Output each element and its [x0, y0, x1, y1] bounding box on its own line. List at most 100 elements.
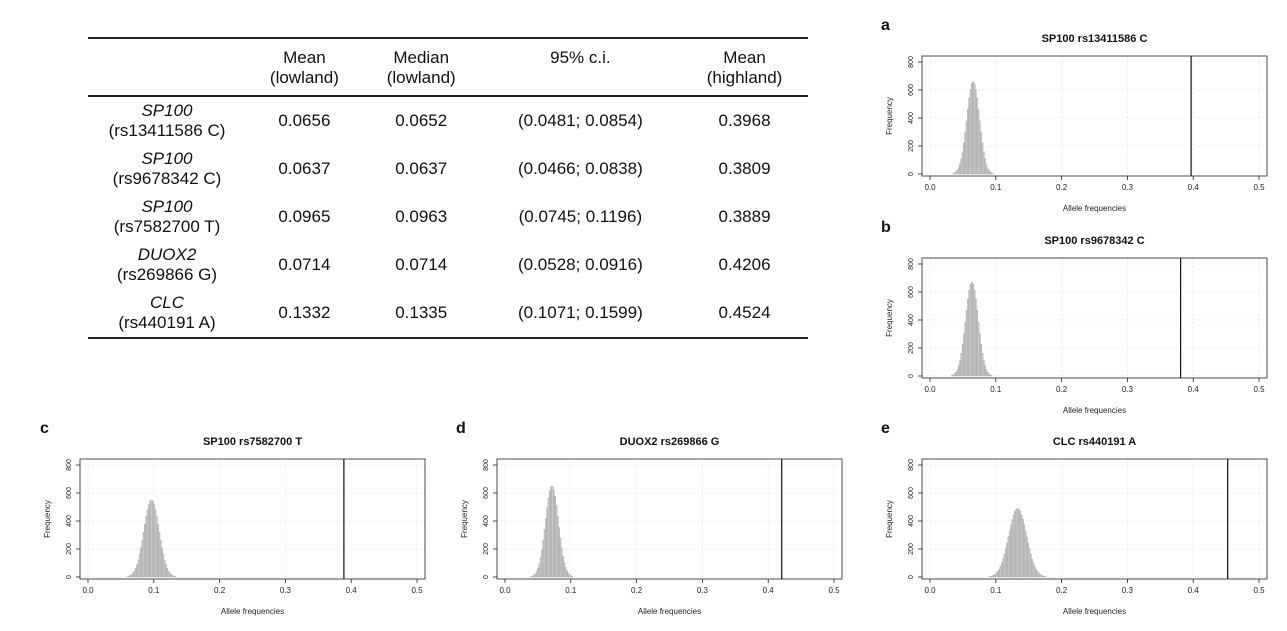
y-tick-label: 0: [908, 374, 915, 378]
y-tick-label: 400: [908, 515, 915, 527]
histogram-bar: [1044, 576, 1047, 578]
histogram-bar: [1015, 508, 1018, 578]
x-tick-label: 0.2: [1056, 385, 1068, 394]
x-tick-label: 0.1: [565, 586, 577, 595]
histogram-bar: [127, 576, 129, 578]
histogram-bar: [973, 290, 976, 377]
histogram-bar: [1011, 519, 1014, 578]
x-axis-label: Allele frequencies: [638, 607, 701, 616]
x-tick-label: 0.3: [1122, 385, 1134, 394]
histogram-bar: [1003, 553, 1006, 578]
chart-title: DUOX2 rs269866 G: [620, 436, 720, 448]
x-tick-label: 0.5: [1253, 385, 1265, 394]
histogram-bar: [170, 574, 173, 578]
histogram-bar: [173, 575, 175, 578]
histogram-bar: [1008, 530, 1011, 578]
histogram-bar: [568, 574, 571, 578]
histogram-bar: [1033, 566, 1036, 578]
histogram-bar: [163, 559, 166, 578]
histogram-bar: [1006, 542, 1008, 578]
x-tick-label: 0.5: [828, 586, 840, 595]
gene-name: SP100: [141, 101, 193, 120]
mean-highland-cell: 0.3889: [718, 207, 771, 226]
y-tick-label: 600: [908, 84, 915, 96]
median-lowland-cell: 0.0637: [395, 159, 448, 178]
histogram-bar: [981, 353, 984, 377]
header-empty: [88, 38, 246, 96]
histogram-bar: [977, 321, 980, 377]
header-median-lowland: Median (lowland): [363, 38, 480, 96]
gene-name: SP100: [141, 197, 193, 216]
median-lowland-cell: 0.0714: [395, 255, 448, 274]
x-tick-label: 0.4: [1188, 586, 1200, 595]
histogram-bar: [141, 540, 144, 578]
x-tick-label: 0.5: [1253, 183, 1265, 192]
chart-title: SP100 rs9678342 C: [1044, 235, 1144, 247]
histogram-bar: [546, 507, 549, 578]
histogram-c: SP100 rs7582700 T 0.0 0.1 0.2 0.3 0.4 0.5 0 200 4…: [43, 436, 426, 616]
y-tick-label: 0: [908, 575, 915, 579]
x-tick-label: 0.2: [1056, 183, 1068, 192]
histogram-bar: [534, 573, 537, 578]
x-tick-label: 0.3: [280, 586, 292, 595]
histogram-bar: [992, 173, 994, 175]
panel-label-a: a: [881, 17, 890, 34]
histogram-bar: [128, 575, 130, 578]
snp-cell: SP100 (rs9678342 C): [88, 145, 246, 193]
panel-label-e: e: [881, 420, 890, 437]
x-tick-label: 0.3: [1122, 183, 1134, 192]
histogram-bar: [564, 567, 567, 578]
histogram-bar: [979, 333, 981, 377]
histogram-bar: [952, 173, 955, 175]
histogram-bar: [955, 171, 957, 175]
histogram-bar: [159, 540, 162, 578]
y-tick-label: 600: [483, 487, 490, 499]
histogram-bar: [993, 574, 995, 578]
y-axis-label: Frequency: [885, 299, 894, 337]
y-axis-label: Frequency: [885, 500, 894, 538]
histogram-bar: [1032, 562, 1035, 578]
histogram-bar: [997, 571, 999, 578]
plot-frame: [921, 257, 1268, 379]
y-tick-label: 200: [908, 140, 915, 152]
y-tick-label: 800: [908, 459, 915, 471]
x-tick-label: 0.0: [924, 586, 936, 595]
histogram-bar: [1041, 575, 1044, 578]
histogram-bar: [136, 564, 138, 578]
gene-name: DUOX2: [137, 245, 197, 264]
y-tick-label: 600: [66, 487, 73, 499]
mean-lowland-cell: 0.1332: [278, 303, 331, 322]
histogram-bar: [994, 573, 997, 578]
histogram-bar: [566, 570, 568, 578]
mean-highland-cell: 0.3809: [718, 159, 771, 178]
histogram-bar: [965, 120, 968, 175]
histogram-bar: [972, 81, 974, 175]
histogram-bar: [986, 371, 989, 377]
y-tick-label: 800: [908, 258, 915, 270]
snp-id: (rs13411586 C): [108, 121, 226, 140]
mean-highland-cell: 0.3968: [718, 111, 771, 130]
x-tick-label: 0.0: [82, 586, 94, 595]
histogram-bar: [133, 570, 136, 578]
histogram-bar: [1018, 508, 1020, 578]
histogram-bar: [161, 547, 163, 578]
histogram-bar: [533, 574, 535, 578]
y-axis-label: Frequency: [43, 500, 52, 538]
histogram-bar: [1001, 562, 1003, 578]
histogram-bar: [153, 504, 155, 578]
plot-frame: [921, 458, 1268, 580]
x-tick-label: 0.4: [1188, 183, 1200, 192]
histogram-bar: [971, 83, 973, 175]
x-axis-label: Allele frequencies: [1063, 607, 1126, 616]
histogram-bar: [989, 171, 992, 175]
histogram-bar: [971, 282, 973, 377]
histogram-bar: [960, 353, 963, 377]
histogram-bar: [531, 575, 534, 578]
histogram-bar: [985, 369, 988, 377]
median-lowland-cell: 0.1335: [395, 303, 448, 322]
histogram-bar: [1020, 514, 1023, 578]
x-tick-label: 0.4: [346, 586, 358, 595]
histogram-bar: [134, 568, 137, 578]
y-tick-label: 200: [483, 543, 490, 555]
histogram-bar: [148, 504, 150, 578]
